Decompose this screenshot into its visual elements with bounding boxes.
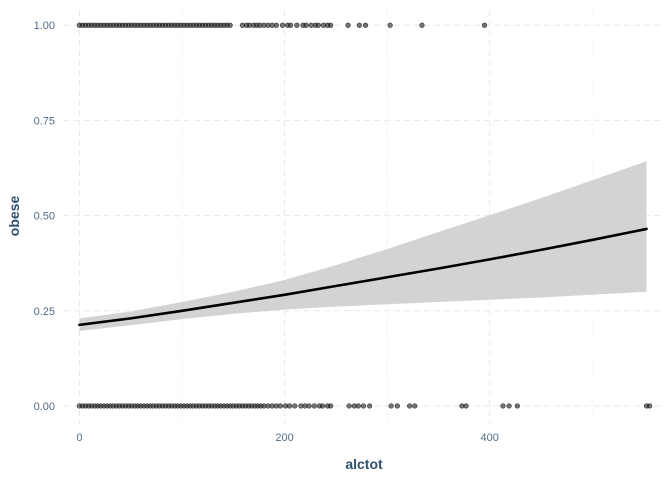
y-tick-label-1: 0.25: [34, 306, 55, 318]
ribbon-layer: [79, 161, 647, 331]
fit-layer: [78, 227, 648, 327]
fit-line: [78, 227, 648, 327]
data-point-obese1-62: [288, 22, 294, 28]
data-point-obese0-78: [355, 403, 361, 409]
y-tick-label-0: 0.00: [34, 401, 55, 413]
data-point-obese0-75: [328, 403, 334, 409]
data-point-obese1-76: [419, 22, 425, 28]
data-point-obese1-74: [362, 22, 369, 28]
data-point-obese1-77: [481, 22, 488, 28]
y-axis-title: obese: [6, 196, 22, 237]
x-axis-title: alctot: [345, 456, 383, 472]
data-point-obese0-79: [360, 403, 367, 409]
data-point-obese0-86: [463, 403, 469, 409]
x-tick-label-1: 200: [275, 432, 293, 444]
x-tick-label-2: 400: [480, 432, 498, 444]
data-point-obese0-88: [506, 403, 512, 409]
data-point-obese1-75: [387, 22, 393, 28]
y-tick-label-2: 0.50: [34, 211, 55, 223]
data-point-obese0-89: [514, 403, 520, 409]
data-point-obese0-70: [306, 403, 312, 409]
data-point-obese1-71: [328, 22, 334, 28]
x-tick-label-0: 0: [76, 432, 82, 444]
data-point-obese1-73: [356, 22, 362, 28]
data-point-obese1-60: [279, 22, 286, 28]
tick-layer: 0.00 0.25 0.50 0.75 1.00 0 200 400: [34, 20, 499, 444]
data-point-obese0-82: [394, 403, 400, 409]
data-point-obese0-71: [311, 403, 317, 409]
data-point-obese1-72: [345, 22, 351, 28]
data-point-obese1-63: [294, 22, 300, 28]
y-tick-label-4: 1.00: [34, 20, 55, 32]
data-point-obese0-66: [287, 403, 293, 409]
data-point-obese0-64: [277, 403, 284, 409]
data-point-obese0-91: [647, 403, 653, 409]
points-layer: [76, 22, 653, 409]
data-point-obese1-59: [273, 22, 279, 28]
data-point-obese0-84: [412, 403, 418, 409]
data-point-obese0-81: [388, 403, 394, 409]
data-point-obese0-83: [407, 403, 413, 409]
y-tick-label-3: 0.75: [34, 115, 55, 127]
data-point-obese0-76: [346, 403, 352, 409]
data-point-obese1-65: [303, 22, 309, 28]
data-point-obese1-68: [315, 22, 321, 28]
data-point-obese0-87: [500, 403, 506, 409]
data-point-obese0-67: [292, 403, 298, 409]
data-point-obese0-73: [319, 403, 326, 409]
data-point-obese0-80: [367, 403, 373, 409]
confidence-ribbon: [79, 161, 647, 331]
data-point-obese1-49: [227, 22, 233, 28]
